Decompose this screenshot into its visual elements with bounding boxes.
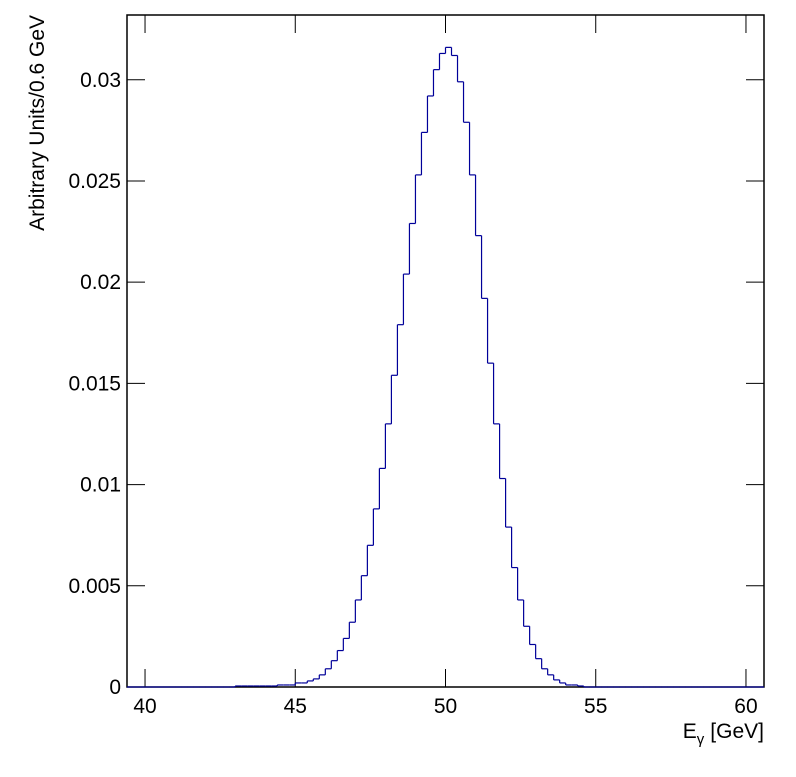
y-tick-label: 0.015 [68, 372, 121, 395]
x-axis-title: Eγ [GeV] [683, 720, 764, 748]
x-axis-title-main: E [683, 720, 697, 743]
x-tick-label: 55 [584, 695, 607, 718]
plot-frame [126, 14, 765, 688]
y-tick-label: 0.005 [68, 575, 121, 598]
y-tick-label: 0.02 [80, 271, 121, 294]
x-axis-title-sub: γ [697, 731, 705, 748]
x-tick-label: 50 [434, 695, 457, 718]
x-tick-label: 40 [133, 695, 156, 718]
y-axis-title: Arbitrary Units/0.6 GeV [26, 15, 49, 231]
y-tick-label: 0.025 [68, 170, 121, 193]
x-tick-label: 45 [284, 695, 307, 718]
y-tick-label: 0.03 [80, 69, 121, 92]
y-tick-label: 0.01 [80, 474, 121, 497]
y-tick-label: 0 [109, 676, 121, 699]
x-axis-title-unit: [GeV] [710, 720, 764, 743]
x-tick-label: 60 [734, 695, 757, 718]
